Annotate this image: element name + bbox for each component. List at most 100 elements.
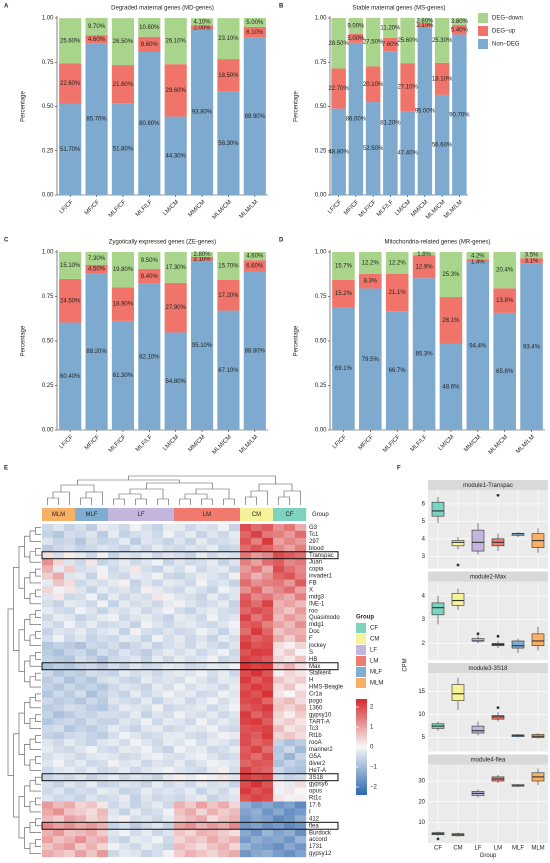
heatmap-cell [174, 579, 186, 587]
heatmap-cell [174, 794, 186, 802]
row-label: 1360 [309, 705, 323, 711]
heatmap-cell [64, 690, 76, 698]
heatmap-cell [229, 544, 241, 552]
heatmap-cell [196, 614, 208, 622]
heatmap-cell [163, 808, 175, 816]
heatmap-cell [207, 787, 219, 795]
bar-segment [400, 111, 415, 195]
heatmap-cell [240, 766, 252, 774]
facet-title: module3-3S18 [468, 666, 508, 672]
heatmap-cell [207, 808, 219, 816]
heatmap-cell [240, 558, 252, 566]
heatmap-cell [119, 780, 131, 788]
heatmap-cell [108, 739, 120, 747]
heatmap-cell [174, 766, 186, 774]
heatmap-cell [53, 572, 65, 580]
heatmap-cell [119, 614, 131, 622]
heatmap-cell [163, 614, 175, 622]
heatmap-cell [141, 746, 153, 754]
heatmap-cell [97, 628, 109, 636]
heatmap-cell [284, 524, 296, 532]
heatmap-cell [97, 621, 109, 629]
heatmap-cell [163, 718, 175, 726]
heatmap-cell [108, 565, 120, 573]
bar-segment [520, 263, 543, 430]
heatmap-cell [284, 815, 296, 823]
heatmap-cell [97, 586, 109, 594]
heatmap-cell [240, 759, 252, 768]
heatmap-cell [42, 704, 54, 712]
heatmap-cell [97, 794, 109, 802]
heatmap-cell [119, 759, 131, 768]
heatmap-cell [75, 808, 87, 816]
heatmap-cell [42, 621, 54, 629]
heatmap-cell [262, 635, 274, 643]
heatmap-cell [218, 530, 230, 539]
heatmap-cell [152, 843, 164, 851]
bar-segment [217, 91, 240, 195]
heatmap-cell [218, 593, 230, 601]
group-annotation [119, 508, 131, 521]
data-label: 2.00% [194, 26, 212, 32]
heatmap-cell [53, 641, 65, 650]
heatmap-cell [42, 683, 54, 691]
heatmap-cell [295, 815, 307, 823]
heatmap-cell [174, 572, 186, 580]
heatmap-cell [284, 725, 296, 733]
heatmap-cell [229, 718, 241, 726]
heatmap-cell [119, 815, 131, 823]
data-label: 15.7% [335, 264, 353, 270]
heatmap-cell [174, 843, 186, 851]
heatmap-cell [229, 766, 241, 774]
data-label: 85.3% [416, 352, 434, 358]
heatmap-cell [240, 676, 252, 684]
heatmap-cell [196, 773, 208, 781]
heatmap-cell [163, 593, 175, 601]
heatmap-cell [97, 822, 109, 830]
y-axis-label: Percentage [21, 325, 27, 356]
group-annotation [75, 508, 87, 521]
bar-segment [111, 65, 135, 104]
heatmap-cell [75, 641, 87, 650]
heatmap-cell [86, 732, 98, 740]
heatmap-cell [119, 829, 131, 837]
heatmap-cell [64, 850, 76, 858]
heatmap-cell [251, 746, 263, 754]
heatmap-cell [207, 725, 219, 733]
heatmap-cell [174, 593, 186, 601]
heatmap-cell [262, 669, 274, 677]
heatmap-cell [141, 815, 153, 823]
data-label: 2.10% [194, 257, 212, 263]
heatmap-cell [284, 641, 296, 650]
heatmap-cell [174, 773, 186, 781]
bar-segment [85, 273, 108, 430]
heatmap-cell [64, 579, 76, 587]
heatmap-cell [262, 655, 274, 663]
heatmap-cell [262, 836, 274, 844]
bar-segment [190, 256, 214, 261]
bar-segment [138, 36, 161, 52]
heatmap-cell [251, 725, 263, 733]
heatmap-cell [273, 808, 285, 816]
heatmap-cell [163, 683, 175, 691]
heatmap-cell [273, 836, 285, 844]
bar-segment [412, 252, 436, 256]
heatmap-cell [108, 711, 120, 719]
heatmap-cell [152, 669, 164, 677]
row-label: H [309, 678, 313, 684]
heatmap-cell [42, 794, 54, 802]
heatmap-cell [97, 704, 109, 712]
heatmap-cell [218, 739, 230, 747]
heatmap-cell [273, 766, 285, 774]
heatmap-cell [64, 787, 76, 795]
heatmap-cell [75, 766, 87, 774]
heatmap-cell [64, 648, 76, 657]
heatmap-cell [108, 829, 120, 837]
heatmap-cell [218, 579, 230, 587]
heatmap-cell [42, 780, 54, 788]
heatmap-cell [218, 600, 230, 608]
bar-segment [59, 18, 82, 64]
heatmap-cell [141, 752, 153, 761]
heatmap-cell [262, 676, 274, 684]
legend-swatch [478, 13, 488, 23]
